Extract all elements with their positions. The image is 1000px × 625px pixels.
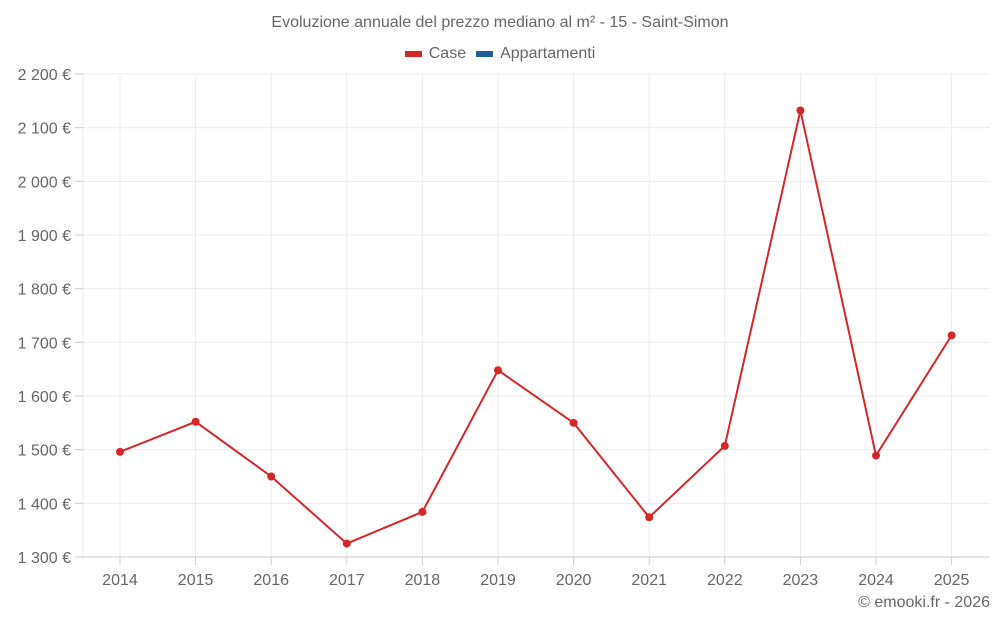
y-tick-label: 1 700 € bbox=[18, 335, 71, 352]
x-tick-label: 2017 bbox=[329, 572, 365, 589]
x-tick-label: 2014 bbox=[102, 572, 138, 589]
grid bbox=[82, 73, 990, 557]
y-axis: 1 300 € 1 400 € 1 500 € 1 600 € 1 700 € 1 800… bbox=[18, 67, 83, 567]
data-point[interactable] bbox=[418, 507, 427, 516]
legend-swatch-appartamenti bbox=[476, 51, 494, 57]
data-point[interactable] bbox=[569, 418, 578, 427]
data-point[interactable] bbox=[494, 366, 502, 375]
data-point[interactable] bbox=[796, 106, 805, 115]
data-point[interactable] bbox=[267, 472, 276, 481]
legend-label-appartamenti: Appartamenti bbox=[500, 45, 596, 62]
data-point[interactable] bbox=[872, 451, 880, 460]
x-axis: 2014 2015 2016 2017 2018 2019 2020 2021 2022 2023… bbox=[83, 556, 990, 589]
legend-item-appartamenti[interactable]: Appartamenti bbox=[476, 45, 595, 63]
chart-title: Evoluzione annuale del prezzo mediano al… bbox=[271, 14, 729, 31]
y-tick-label: 2 100 € bbox=[18, 121, 71, 138]
series-line-case bbox=[119, 110, 953, 545]
y-tick-label: 1 500 € bbox=[18, 443, 71, 460]
legend-label-case: Case bbox=[428, 45, 467, 62]
y-tick-label: 2 000 € bbox=[18, 174, 71, 191]
y-tick-label: 1 300 € bbox=[18, 550, 71, 567]
x-tick-label: 2024 bbox=[858, 572, 894, 589]
x-tick-label: 2022 bbox=[707, 572, 743, 589]
y-tick-label: 1 900 € bbox=[18, 228, 71, 245]
data-point[interactable] bbox=[191, 417, 200, 426]
credit-text: © emooki.fr - 2026 bbox=[858, 594, 990, 611]
y-tick-label: 1 400 € bbox=[18, 496, 71, 513]
x-tick-label: 2021 bbox=[631, 572, 667, 589]
series-case bbox=[116, 106, 956, 548]
data-point[interactable] bbox=[645, 513, 654, 522]
data-point[interactable] bbox=[720, 441, 729, 450]
legend-item-case[interactable]: Case bbox=[404, 45, 467, 63]
data-point[interactable] bbox=[342, 539, 351, 548]
x-tick-label: 2020 bbox=[556, 572, 592, 589]
x-tick-label: 2019 bbox=[480, 572, 516, 589]
x-tick-label: 2015 bbox=[178, 572, 214, 589]
x-tick-label: 2023 bbox=[783, 572, 819, 589]
x-tick-label: 2018 bbox=[405, 572, 441, 589]
y-tick-label: 2 200 € bbox=[18, 67, 71, 84]
data-point[interactable] bbox=[947, 331, 956, 340]
y-tick-label: 1 600 € bbox=[18, 389, 71, 406]
x-tick-label: 2016 bbox=[253, 572, 289, 589]
x-tick-label: 2025 bbox=[934, 572, 970, 589]
legend-swatch-case bbox=[404, 51, 422, 57]
data-point[interactable] bbox=[116, 447, 124, 456]
y-tick-label: 1 800 € bbox=[18, 282, 71, 299]
legend: Case Appartamenti bbox=[0, 45, 1000, 63]
